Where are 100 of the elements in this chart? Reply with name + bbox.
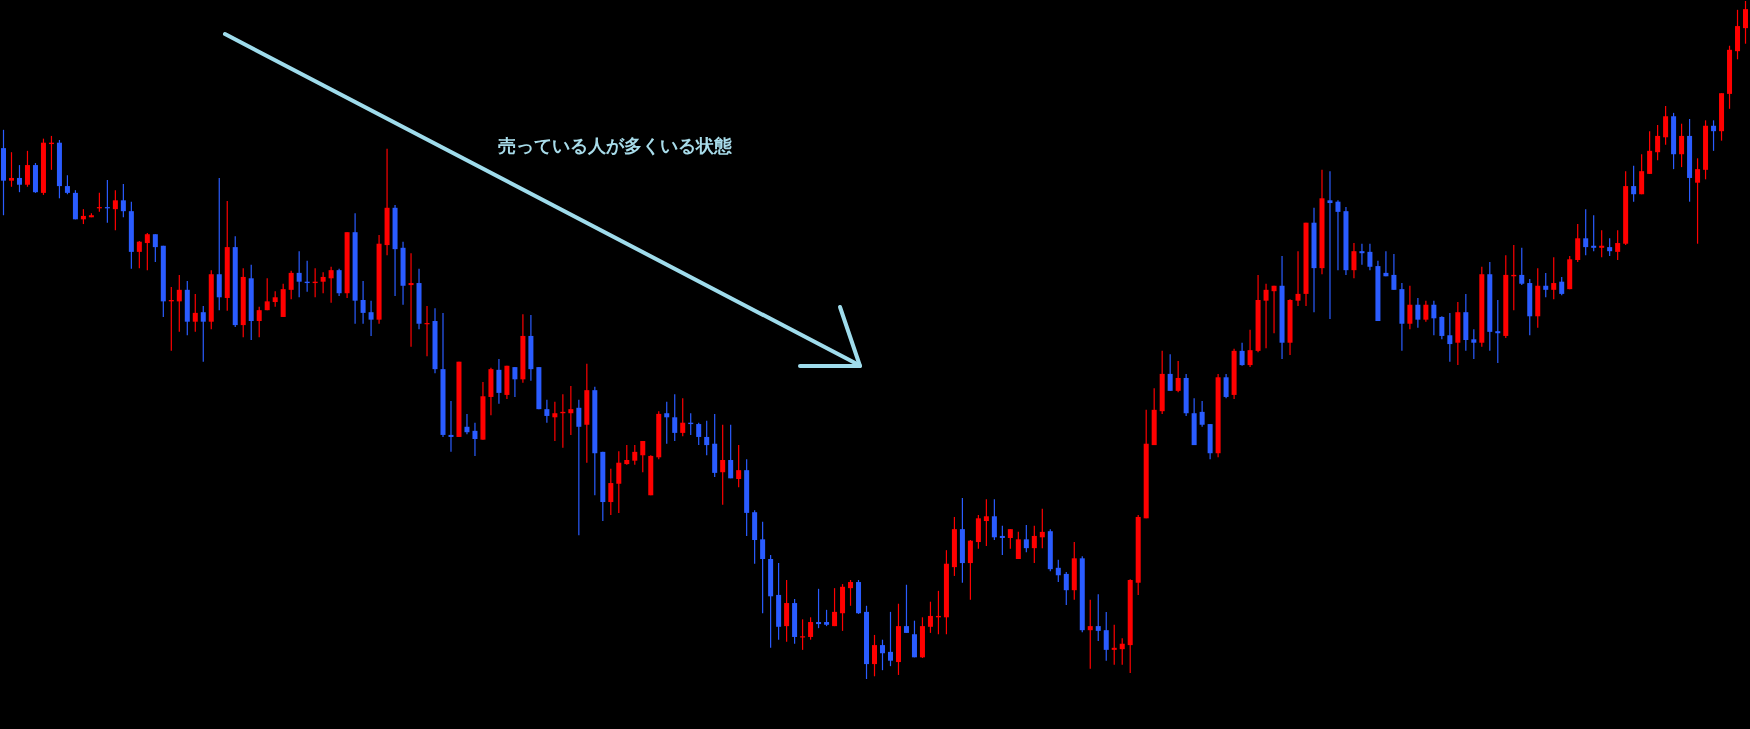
candlestick: [544, 399, 550, 424]
candlestick: [1599, 229, 1605, 258]
candlestick: [200, 305, 206, 363]
candlestick: [784, 579, 790, 643]
candlestick: [1031, 525, 1037, 564]
candlestick: [1063, 571, 1069, 606]
candlestick: [927, 601, 933, 634]
candlestick: [1447, 312, 1453, 363]
candlestick: [1423, 300, 1429, 323]
candlestick: [1471, 328, 1477, 360]
candlestick: [1111, 624, 1117, 666]
candlestick: [192, 293, 198, 333]
candlestick: [1647, 130, 1653, 175]
candlestick: [1583, 208, 1589, 256]
candlestick: [1575, 223, 1581, 263]
candlestick: [1247, 329, 1253, 368]
candlestick: [1175, 360, 1181, 393]
candlestick: [1711, 119, 1717, 152]
candlestick: [472, 422, 478, 457]
candlestick: [1743, 1, 1749, 45]
candlestick: [616, 450, 622, 514]
candlestick: [576, 399, 582, 536]
candlestick: [144, 232, 150, 271]
candlestick: [1391, 253, 1397, 291]
candlestick: [1551, 256, 1557, 300]
candlestick: [360, 280, 366, 325]
candlestick: [8, 151, 14, 188]
candlestick: [1119, 637, 1125, 666]
candlestick: [464, 413, 470, 435]
candlestick: [1543, 272, 1549, 298]
candlestick: [1103, 611, 1109, 662]
candlestick: [1295, 250, 1301, 307]
candlestick: [1431, 300, 1437, 336]
candlestick: [296, 250, 302, 298]
candlestick: [552, 401, 558, 442]
candlestick: [1087, 599, 1093, 670]
annotation: 売っている人が多くいる状態: [498, 134, 732, 158]
candlestick: [1327, 170, 1333, 320]
candlestick: [1439, 315, 1445, 340]
candlestick: [887, 611, 893, 667]
candlestick: [1679, 123, 1685, 168]
candlestick: [680, 397, 686, 437]
candlestick: [632, 444, 638, 466]
candlestick: [760, 521, 766, 614]
candlestick: [1495, 299, 1501, 364]
candlestick: [368, 300, 374, 337]
candlestick: [1663, 105, 1669, 146]
candlestick: [911, 620, 917, 658]
candlestick: [1015, 531, 1021, 560]
candlestick: [512, 366, 518, 398]
candlestick: [1407, 285, 1413, 330]
candlestick: [720, 424, 726, 506]
candlestick: [664, 401, 670, 445]
candlestick: [816, 588, 822, 629]
candlestick: [1023, 524, 1029, 553]
candlestick: [832, 587, 838, 627]
candlestick: [696, 422, 702, 446]
candlestick: [640, 440, 646, 473]
candlestick: [1271, 285, 1277, 334]
candlestick: [216, 177, 222, 311]
candlestick: [448, 400, 454, 453]
candlestick: [320, 271, 326, 294]
candlestick: [1655, 124, 1661, 161]
candlestick: [1167, 353, 1173, 392]
candlestick: [1519, 247, 1525, 286]
candlestick: [1263, 283, 1269, 349]
candlestick: [967, 539, 973, 601]
candlestick: [848, 579, 854, 607]
candlestick: [1335, 199, 1341, 271]
candlestick: [872, 634, 878, 677]
candlestick: [1559, 276, 1565, 296]
candlestick: [264, 277, 270, 311]
candlestick: [1695, 157, 1701, 245]
candlestick: [24, 150, 30, 188]
candlestick: [568, 385, 574, 436]
candlestick: [1639, 153, 1645, 195]
candlestick: [1223, 373, 1229, 399]
candlestick: [1055, 559, 1061, 583]
candlestick: [975, 514, 981, 550]
candlestick: [336, 268, 342, 297]
candlestick: [64, 174, 70, 195]
candlestick: [1239, 342, 1245, 367]
candlestick: [728, 424, 734, 479]
candlestick: [1415, 297, 1421, 329]
candlestick: [152, 233, 158, 263]
candlestick: [999, 525, 1005, 556]
candlestick: [408, 252, 414, 348]
candlestick: [1351, 242, 1357, 279]
candlestick: [903, 584, 909, 634]
candlestick: [176, 274, 182, 333]
candlestick: [1359, 243, 1365, 266]
candlestick: [808, 616, 814, 641]
candlestick: [16, 164, 22, 193]
candlestick: [608, 468, 614, 516]
candlestick: [1631, 165, 1637, 203]
candlestick: [1039, 508, 1045, 549]
candlestick: [1367, 243, 1373, 271]
candlestick: [328, 266, 334, 304]
candlestick: [983, 498, 989, 547]
candlestick: [136, 240, 142, 269]
